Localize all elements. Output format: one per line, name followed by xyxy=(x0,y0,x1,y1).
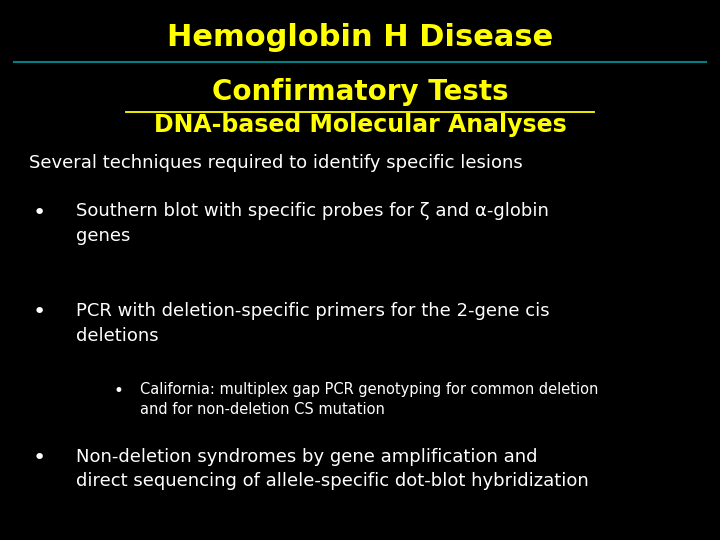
Text: •: • xyxy=(114,382,124,400)
Text: Confirmatory Tests: Confirmatory Tests xyxy=(212,78,508,106)
Text: California: multiplex gap PCR genotyping for common deletion
and for non-deletio: California: multiplex gap PCR genotyping… xyxy=(140,382,599,417)
Text: Southern blot with specific probes for ζ and α-globin
genes: Southern blot with specific probes for ζ… xyxy=(76,202,549,245)
Text: •: • xyxy=(33,448,46,468)
Text: PCR with deletion-specific primers for the 2-gene cis
deletions: PCR with deletion-specific primers for t… xyxy=(76,302,549,345)
Text: Several techniques required to identify specific lesions: Several techniques required to identify … xyxy=(29,154,523,172)
Text: Non-deletion syndromes by gene amplification and
direct sequencing of allele-spe: Non-deletion syndromes by gene amplifica… xyxy=(76,448,588,490)
Text: Hemoglobin H Disease: Hemoglobin H Disease xyxy=(167,23,553,52)
Text: •: • xyxy=(33,302,46,322)
Text: DNA-based Molecular Analyses: DNA-based Molecular Analyses xyxy=(153,113,567,137)
Text: •: • xyxy=(33,202,46,222)
